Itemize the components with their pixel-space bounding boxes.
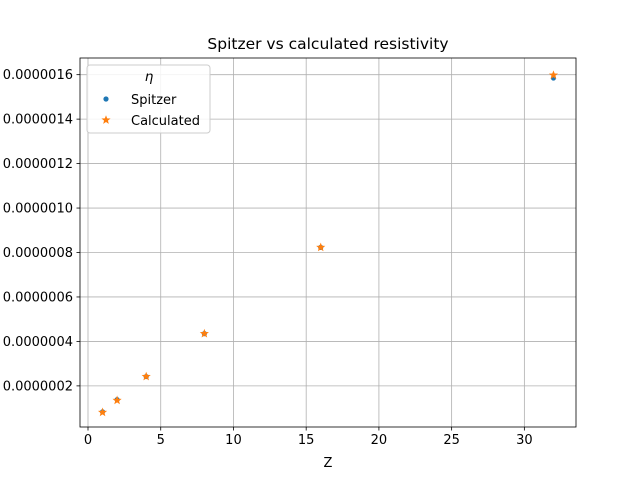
calculated-point xyxy=(141,371,151,381)
y-tick-label: 0.0000012 xyxy=(3,157,73,172)
legend: η Spitzer Calculated xyxy=(86,64,211,134)
y-tick-label: 0.0000002 xyxy=(3,379,73,394)
y-tick-label: 0.0000016 xyxy=(3,68,73,83)
y-tick-label: 0.0000014 xyxy=(3,113,73,128)
grid-lines xyxy=(80,58,576,427)
calculated-point xyxy=(548,70,559,79)
y-tick-label: 0.0000010 xyxy=(3,202,73,217)
y-tick-label: 0.0000004 xyxy=(3,335,73,350)
legend-marker-calculated xyxy=(101,115,111,124)
plot-frame xyxy=(79,57,577,428)
x-tick-label: 20 xyxy=(371,433,388,448)
legend-title: η xyxy=(145,69,154,85)
calculated-point xyxy=(112,395,122,405)
legend-box xyxy=(86,64,211,134)
x-axis-label: Z xyxy=(324,456,333,471)
calculated-point xyxy=(199,328,209,338)
calculated-point xyxy=(97,407,108,417)
x-tick-label: 15 xyxy=(298,433,315,448)
legend-label-spitzer: Spitzer xyxy=(131,93,177,108)
x-axis-ticks: 0 5 10 15 20 25 30 xyxy=(84,427,533,448)
y-axis-ticks: 0.0000002 0.0000004 0.0000006 0.0000008 0.00… xyxy=(3,68,80,394)
calculated-point xyxy=(316,242,326,252)
x-tick-label: 30 xyxy=(516,433,533,448)
y-tick-label: 0.0000008 xyxy=(3,246,73,261)
x-tick-label: 25 xyxy=(443,433,460,448)
data-points xyxy=(97,70,559,417)
x-tick-label: 5 xyxy=(157,433,165,448)
x-tick-label: 10 xyxy=(225,433,242,448)
legend-label-calculated: Calculated xyxy=(131,114,200,129)
chart-title: Spitzer vs calculated resistivity xyxy=(207,35,448,53)
x-tick-label: 0 xyxy=(84,433,92,448)
legend-marker-spitzer xyxy=(103,96,109,102)
y-tick-label: 0.0000006 xyxy=(3,290,73,305)
